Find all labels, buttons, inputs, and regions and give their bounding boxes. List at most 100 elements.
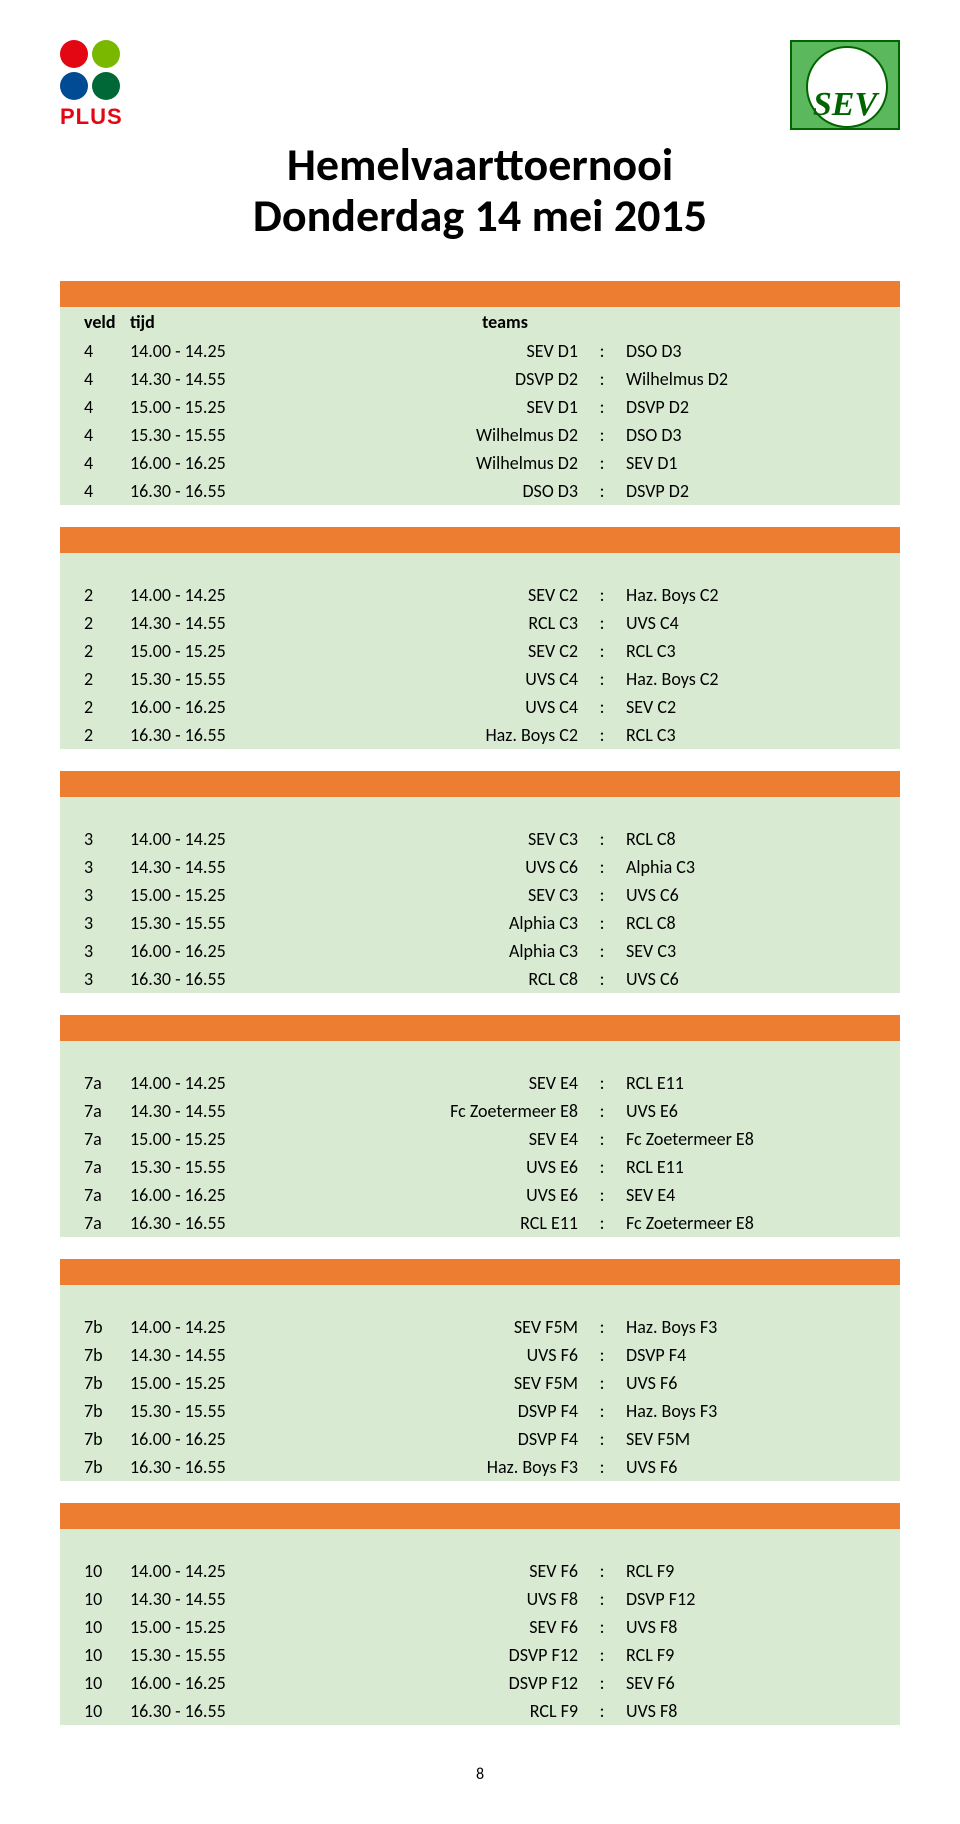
cell-home-team: Haz. Boys C2 <box>310 724 590 746</box>
cell-tijd: 16.30 - 16.55 <box>130 1212 310 1234</box>
cell-veld: 3 <box>60 828 130 850</box>
cell-separator: : <box>590 396 614 418</box>
cell-tijd: 16.00 - 16.25 <box>130 452 310 474</box>
plus-logo-text: PLUS <box>60 104 150 130</box>
match-row: 7a14.00 - 14.25SEV E4:RCL E11 <box>60 1069 900 1097</box>
cell-away-team: DSVP F12 <box>614 1588 900 1610</box>
cell-tijd: 16.00 - 16.25 <box>130 1672 310 1694</box>
blank-row <box>60 1285 900 1313</box>
cell-separator: : <box>590 640 614 662</box>
cell-away-team: SEV F6 <box>614 1672 900 1694</box>
cell-veld: 3 <box>60 968 130 990</box>
match-row: 215.00 - 15.25SEV C2:RCL C3 <box>60 637 900 665</box>
cell-veld: 4 <box>60 480 130 502</box>
cell-veld: 2 <box>60 640 130 662</box>
group-gap <box>60 1237 900 1259</box>
cell-separator: : <box>590 1644 614 1666</box>
cell-veld: 2 <box>60 724 130 746</box>
cell-tijd: 14.00 - 14.25 <box>130 584 310 606</box>
cell-veld: 3 <box>60 856 130 878</box>
cell-home-team: SEV F5M <box>310 1316 590 1338</box>
match-row: 215.30 - 15.55UVS C4:Haz. Boys C2 <box>60 665 900 693</box>
cell-tijd: 15.00 - 15.25 <box>130 640 310 662</box>
cell-veld: 4 <box>60 368 130 390</box>
match-row: 7a16.00 - 16.25UVS E6:SEV E4 <box>60 1181 900 1209</box>
cell-tijd: 16.00 - 16.25 <box>130 940 310 962</box>
cell-home-team: SEV F6 <box>310 1616 590 1638</box>
page-number: 8 <box>60 1765 900 1784</box>
cell-away-team: RCL F9 <box>614 1560 900 1582</box>
cell-tijd: 14.30 - 14.55 <box>130 1588 310 1610</box>
match-row: 1015.30 - 15.55DSVP F12:RCL F9 <box>60 1641 900 1669</box>
match-row: 1016.00 - 16.25DSVP F12:SEV F6 <box>60 1669 900 1697</box>
cell-tijd: 14.00 - 14.25 <box>130 1560 310 1582</box>
plus-dot-icon <box>92 72 120 100</box>
match-row: 316.00 - 16.25Alphia C3:SEV C3 <box>60 937 900 965</box>
cell-separator: : <box>590 724 614 746</box>
cell-home-team: RCL F9 <box>310 1700 590 1722</box>
cell-veld: 7b <box>60 1372 130 1394</box>
cell-veld: 3 <box>60 940 130 962</box>
cell-veld: 10 <box>60 1700 130 1722</box>
cell-away-team: DSO D3 <box>614 340 900 362</box>
cell-home-team: UVS C6 <box>310 856 590 878</box>
cell-home-team: Fc Zoetermeer E8 <box>310 1100 590 1122</box>
cell-home-team: Alphia C3 <box>310 940 590 962</box>
cell-veld: 4 <box>60 396 130 418</box>
cell-tijd: 14.30 - 14.55 <box>130 368 310 390</box>
cell-separator: : <box>590 940 614 962</box>
cell-away-team: Haz. Boys C2 <box>614 668 900 690</box>
cell-separator: : <box>590 1560 614 1582</box>
group-separator-bar <box>60 281 900 307</box>
cell-home-team: RCL C3 <box>310 612 590 634</box>
plus-logo: PLUS <box>60 40 150 130</box>
cell-home-team: SEV E4 <box>310 1128 590 1150</box>
match-row: 414.00 - 14.25SEV D1:DSO D3 <box>60 337 900 365</box>
cell-veld: 7a <box>60 1184 130 1206</box>
cell-separator: : <box>590 696 614 718</box>
cell-home-team: SEV E4 <box>310 1072 590 1094</box>
cell-home-team: UVS E6 <box>310 1184 590 1206</box>
cell-tijd: 16.00 - 16.25 <box>130 1428 310 1450</box>
cell-separator: : <box>590 1700 614 1722</box>
page-title: Hemelvaarttoernooi Donderdag 14 mei 2015 <box>60 140 900 241</box>
cell-veld: 7a <box>60 1072 130 1094</box>
cell-home-team: SEV C3 <box>310 884 590 906</box>
cell-veld: 7a <box>60 1156 130 1178</box>
cell-separator: : <box>590 856 614 878</box>
cell-home-team: UVS F6 <box>310 1344 590 1366</box>
cell-separator: : <box>590 368 614 390</box>
cell-away-team: DSO D3 <box>614 424 900 446</box>
group-gap <box>60 749 900 771</box>
cell-tijd: 15.30 - 15.55 <box>130 1644 310 1666</box>
cell-away-team: DSVP D2 <box>614 480 900 502</box>
match-row: 415.30 - 15.55Wilhelmus D2:DSO D3 <box>60 421 900 449</box>
cell-away-team: SEV C2 <box>614 696 900 718</box>
cell-separator: : <box>590 340 614 362</box>
group-separator-bar <box>60 1015 900 1041</box>
cell-separator: : <box>590 1100 614 1122</box>
cell-tijd: 15.30 - 15.55 <box>130 1400 310 1422</box>
cell-away-team: Alphia C3 <box>614 856 900 878</box>
cell-veld: 10 <box>60 1588 130 1610</box>
cell-away-team: UVS F8 <box>614 1700 900 1722</box>
cell-separator: : <box>590 1316 614 1338</box>
cell-away-team: UVS E6 <box>614 1100 900 1122</box>
blank-row <box>60 1529 900 1557</box>
plus-dot-icon <box>60 40 88 68</box>
cell-tijd: 14.30 - 14.55 <box>130 856 310 878</box>
cell-home-team: RCL E11 <box>310 1212 590 1234</box>
cell-tijd: 16.30 - 16.55 <box>130 1700 310 1722</box>
cell-separator: : <box>590 584 614 606</box>
cell-separator: : <box>590 1428 614 1450</box>
match-row: 7a15.30 - 15.55UVS E6:RCL E11 <box>60 1153 900 1181</box>
cell-home-team: SEV D1 <box>310 340 590 362</box>
cell-separator: : <box>590 1372 614 1394</box>
group-separator-bar <box>60 771 900 797</box>
match-row: 1016.30 - 16.55RCL F9:UVS F8 <box>60 1697 900 1725</box>
cell-separator: : <box>590 912 614 934</box>
cell-home-team: RCL C8 <box>310 968 590 990</box>
sev-logo: SEV <box>790 40 900 130</box>
cell-separator: : <box>590 828 614 850</box>
cell-home-team: Haz. Boys F3 <box>310 1456 590 1478</box>
